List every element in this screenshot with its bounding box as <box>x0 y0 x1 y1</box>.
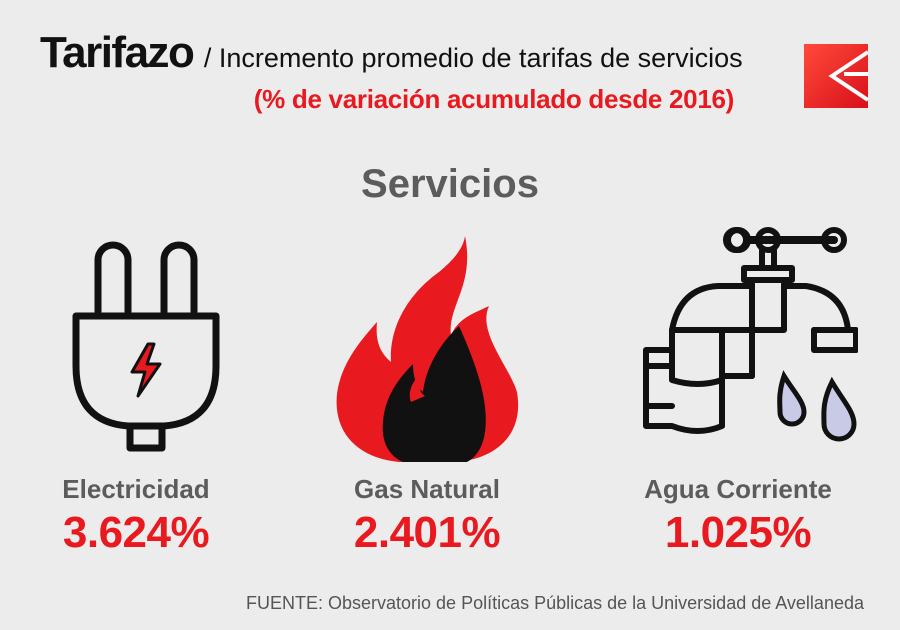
page-title: Tarifazo <box>40 28 195 77</box>
source-note: FUENTE: Observatorio de Políticas Públic… <box>246 593 864 613</box>
service-value: 3.624% <box>62 508 210 557</box>
water-faucet-icon <box>643 227 858 442</box>
service-label: Electricidad <box>62 474 210 504</box>
service-card-water: Agua Corriente 1.025% <box>598 226 878 557</box>
service-value: 2.401% <box>353 508 501 557</box>
electric-plug-icon <box>72 241 220 452</box>
service-card-electricity: Electricidad 3.624% <box>0 226 276 557</box>
brand-logo-icon <box>804 44 868 108</box>
header-title-row: Tarifazo / Incremento promedio de tarifa… <box>40 28 743 78</box>
page-subtitle: / Incremento promedio de tarifas de serv… <box>203 43 743 73</box>
page-subtitle-note: (% de variación acumulado desde 2016) <box>253 84 735 114</box>
flame-icon <box>336 236 519 462</box>
service-value: 1.025% <box>664 508 812 557</box>
service-label: Gas Natural <box>354 474 500 504</box>
service-card-gas: Gas Natural 2.401% <box>287 226 567 557</box>
section-title: Servicios <box>361 162 539 206</box>
service-label: Agua Corriente <box>644 474 832 504</box>
